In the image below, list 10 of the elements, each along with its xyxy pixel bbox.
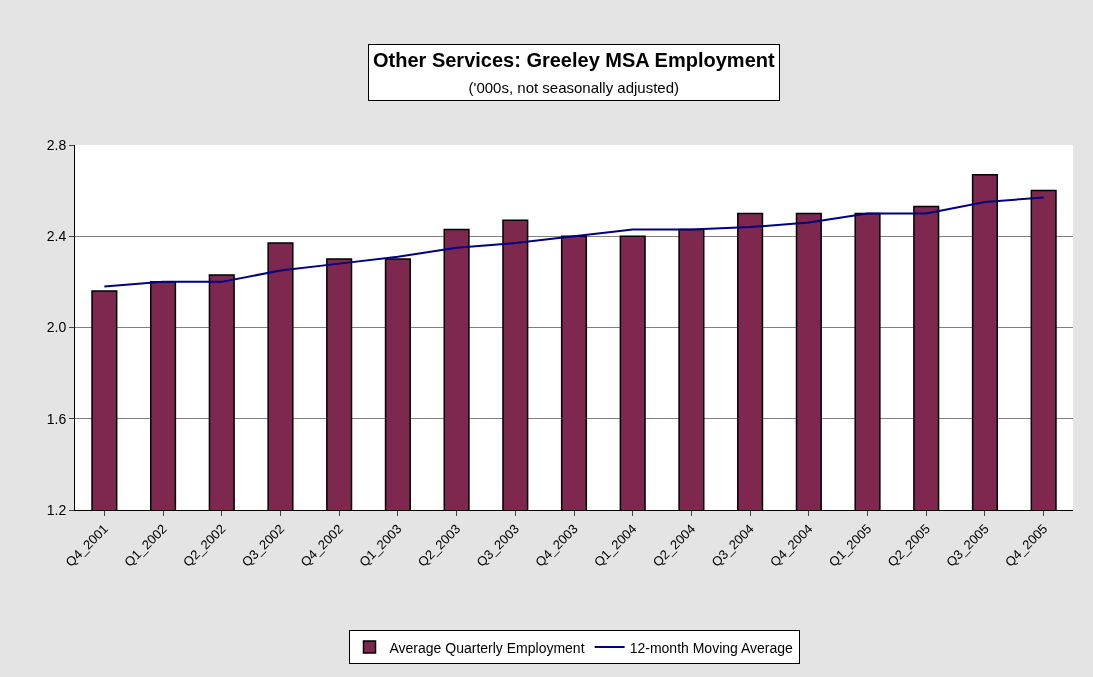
y-tick-label: 1.2	[46, 501, 67, 518]
line-series	[103, 196, 1045, 288]
y-tick-label: 2.8	[46, 136, 67, 153]
y-tick-label: 1.6	[46, 410, 67, 427]
legend-label: Average Quarterly Employment	[389, 639, 585, 656]
chart-subtitle: ('000s, not seasonally adjusted)	[468, 79, 680, 96]
chart-title: Other Services: Greeley MSA Employment	[373, 49, 775, 71]
y-tick-label: 2.4	[46, 228, 67, 245]
legend-label: 12-month Moving Average	[629, 639, 794, 656]
y-tick-label: 2.0	[46, 319, 67, 336]
